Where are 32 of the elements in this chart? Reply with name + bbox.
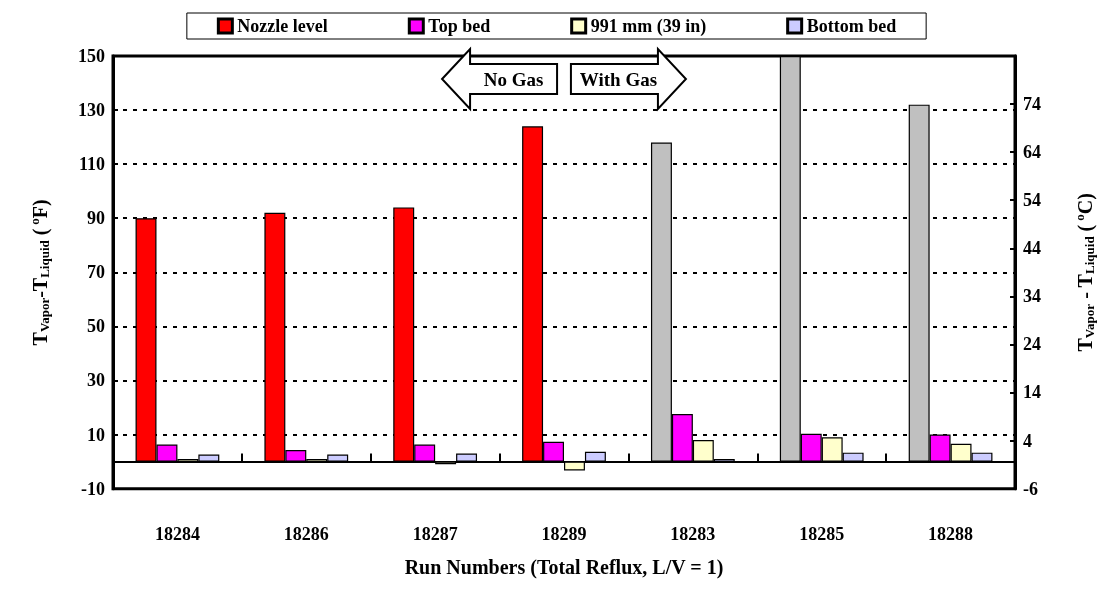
legend-label: 991 mm (39 in) (590, 16, 707, 37)
y-tick-label: 150 (78, 46, 105, 66)
x-tick-label: 18289 (541, 524, 587, 544)
x-axis-title: Run Numbers (Total Reflux, L/V = 1) (404, 556, 724, 579)
y-tick-label: 130 (78, 100, 105, 121)
y-tick-label: 10 (87, 424, 105, 445)
y2-tick-label: -6 (1023, 478, 1038, 499)
annotation: No Gas (483, 68, 544, 90)
y2-tick-label: 64 (1023, 142, 1041, 163)
x-tick-label: 18288 (928, 524, 974, 544)
y-tick-label: 50 (87, 316, 105, 337)
x-tick-label: 18284 (154, 524, 200, 544)
x-tick-label: 18285 (799, 524, 845, 544)
y-tick-label: 70 (87, 262, 105, 283)
y2-tick-label: 54 (1023, 190, 1041, 211)
legend-label: Top bed (428, 16, 491, 36)
legend-label: Nozzle level (237, 16, 328, 36)
x-tick-label: 18287 (412, 524, 458, 544)
y2-tick-label: 24 (1023, 334, 1041, 355)
y2-tick-label: 34 (1023, 286, 1041, 307)
x-tick-label: 18286 (283, 524, 329, 544)
annotation: With Gas (579, 68, 658, 90)
y-tick-label: 30 (87, 370, 105, 391)
y2-tick-label: 74 (1023, 94, 1041, 115)
y2-tick-label: 44 (1023, 238, 1041, 259)
legend-label: Bottom bed (806, 16, 897, 36)
y-tick-label: 90 (87, 208, 105, 229)
x-tick-label: 18283 (670, 524, 716, 544)
y2-tick-label: 4 (1023, 430, 1032, 451)
y-tick-label: 110 (78, 154, 105, 175)
y2-tick-label: 14 (1023, 382, 1041, 403)
y-tick-label: -10 (81, 478, 105, 499)
